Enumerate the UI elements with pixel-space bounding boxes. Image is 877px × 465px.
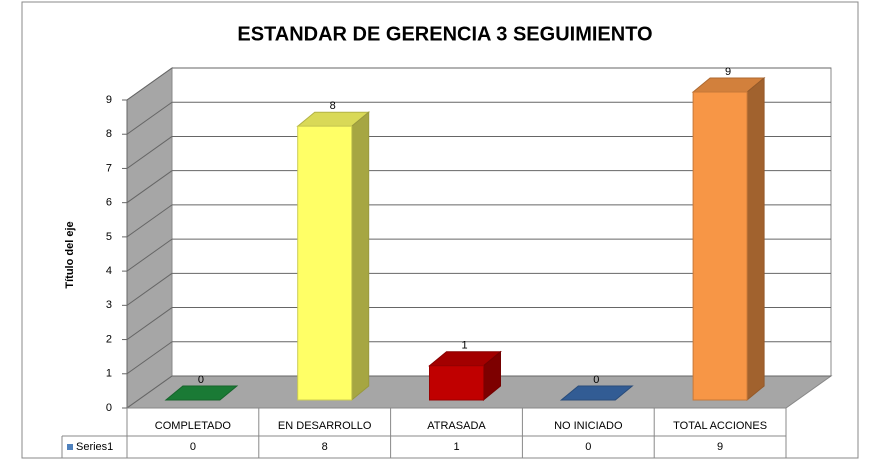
table-value: 9 <box>717 441 723 453</box>
y-axis-title: Título del eje <box>64 221 76 288</box>
y-tick-label: 3 <box>106 299 112 311</box>
data-label: 8 <box>330 100 336 112</box>
data-label: 0 <box>593 374 599 386</box>
legend-label: Series1 <box>76 441 113 453</box>
bar <box>297 125 353 401</box>
bar <box>429 365 484 401</box>
y-tick-label: 2 <box>106 333 112 345</box>
side-wall <box>126 67 173 409</box>
y-tick-label: 9 <box>106 94 112 106</box>
grid-line <box>126 341 173 375</box>
data-label: 9 <box>725 66 731 78</box>
grid-line <box>126 67 173 101</box>
table-value: 8 <box>322 441 328 453</box>
x-tick-label: COMPLETADO <box>155 420 232 432</box>
x-tick-label: NO INICIADO <box>554 420 623 432</box>
bar-top <box>559 385 634 401</box>
chart-title: ESTANDAR DE GERENCIA 3 SEGUIMIENTO <box>237 23 652 45</box>
grid-line <box>126 238 173 272</box>
table-value: 1 <box>453 441 459 453</box>
legend-key <box>67 444 73 450</box>
grid-line <box>126 136 173 169</box>
grid-line <box>126 307 173 340</box>
y-tick-label: 0 <box>106 402 112 414</box>
y-tick-label: 7 <box>106 162 112 174</box>
grid-line <box>126 272 173 306</box>
grid-line <box>126 375 173 409</box>
bar-top <box>164 385 239 401</box>
y-tick-label: 5 <box>106 231 112 243</box>
table-value: 0 <box>190 441 196 453</box>
y-tick-label: 4 <box>106 265 112 277</box>
bar-side <box>351 111 370 402</box>
data-label: 0 <box>198 374 204 386</box>
y-tick-label: 1 <box>106 368 112 380</box>
y-tick-label: 8 <box>106 128 112 140</box>
y-tick-label: 6 <box>106 197 112 209</box>
grid-line <box>126 101 173 135</box>
x-tick-label: ATRASADA <box>427 420 486 432</box>
grid-line <box>126 204 173 238</box>
bar <box>692 91 748 401</box>
grid-line <box>126 170 173 204</box>
x-tick-label: EN DESARROLLO <box>278 420 372 432</box>
x-tick-label: TOTAL ACCIONES <box>673 420 767 432</box>
table-value: 0 <box>585 441 591 453</box>
bar-side <box>746 76 765 402</box>
data-label: 1 <box>461 340 467 352</box>
